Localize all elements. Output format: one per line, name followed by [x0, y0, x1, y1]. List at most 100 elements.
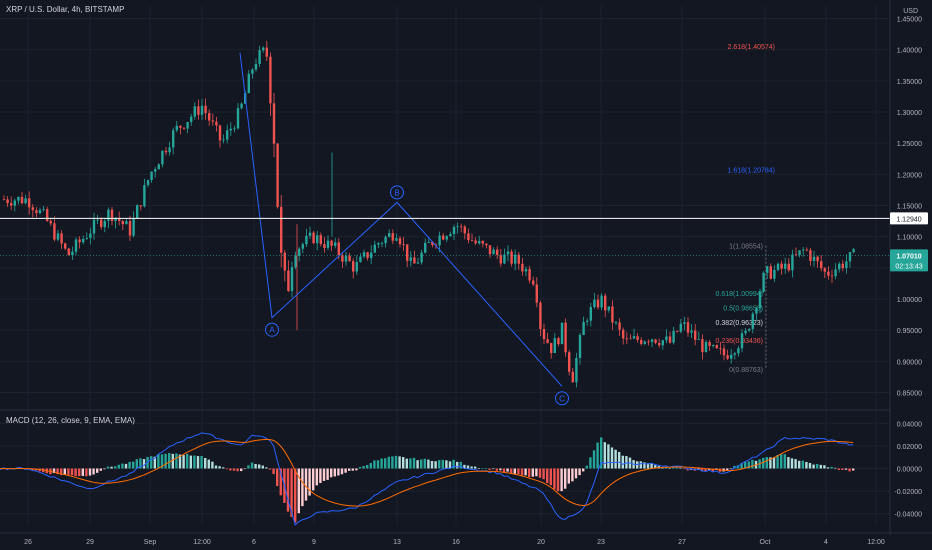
candle-body [773, 269, 776, 279]
candle-body [524, 269, 528, 272]
candle-body [200, 105, 204, 115]
candle-body [280, 206, 283, 253]
candle-body [686, 322, 690, 333]
macd-hist-bar [279, 468, 282, 496]
candle-body [769, 266, 772, 279]
candle-body [49, 220, 52, 224]
horizontal-lines[interactable] [0, 217, 890, 256]
macd-hist-bar [193, 455, 196, 469]
candle-body [128, 221, 132, 236]
current-price-label: 1.07010 [896, 253, 921, 260]
macd-hist-bar [412, 457, 416, 469]
macd-hist-bar [81, 468, 84, 476]
candle-body [794, 254, 798, 256]
macd-hist-bar [452, 459, 455, 469]
candle-body [460, 226, 463, 228]
candle-body [532, 280, 535, 285]
candle-body [161, 150, 164, 165]
macd-hist-bar [276, 468, 279, 487]
macd-hist-bar [247, 465, 250, 469]
candle-body [791, 254, 794, 271]
candle-body [827, 271, 830, 276]
grid [0, 6, 932, 525]
candle-body [208, 113, 211, 121]
candle-body [449, 234, 452, 237]
candle-body [157, 164, 160, 170]
candle-body [182, 127, 186, 129]
abc-wave[interactable]: A B C [239, 52, 569, 406]
candle-body [373, 244, 376, 253]
candle-body [456, 226, 459, 228]
candle-body [690, 330, 693, 333]
candle-body [168, 147, 171, 153]
candle-body [60, 233, 63, 244]
candle-body [481, 240, 484, 244]
candle-body [776, 263, 780, 270]
x-tick-label: 9 [312, 539, 316, 546]
macd-hist-bar [585, 465, 588, 469]
macd-hist-bar [52, 468, 56, 474]
macd-hist-bar [538, 468, 542, 478]
candle-body [694, 330, 697, 340]
candle-body [722, 348, 726, 356]
macd-hist-bar [146, 456, 149, 469]
candle-body [316, 235, 319, 244]
candle-body [568, 352, 571, 372]
candle-body [820, 261, 823, 269]
macd-hist-bar [333, 468, 336, 477]
candle-body [697, 339, 700, 340]
candle-body [546, 339, 549, 343]
fibonacci-extension[interactable]: 2.618(1.40574) 1.618(1.20784) 1(1.08554) 0.… [716, 44, 775, 374]
candle-body [784, 263, 787, 269]
macd-hist-bar [434, 461, 437, 469]
candle-body [175, 125, 178, 131]
macd-hist-bar [132, 461, 135, 469]
macd-hist-bar [394, 455, 398, 469]
macd-hist-bar [520, 468, 524, 476]
macd-hist-bar [160, 454, 164, 469]
candle-body [24, 198, 27, 204]
candle-body [762, 272, 765, 292]
chart-title: XRP / U.S. Dollar, 4h, BITSTAMP [6, 5, 125, 14]
macd-hist-bar [168, 453, 171, 469]
candle-body [647, 341, 650, 343]
macd-hist-bar [513, 468, 516, 474]
candle-body [391, 233, 394, 241]
x-tick-label: 13 [393, 539, 401, 546]
candle-body [802, 249, 805, 251]
macd-hist-bar [301, 468, 304, 507]
hline-tag [890, 212, 928, 225]
macd-hist-bar [182, 455, 185, 469]
macd-hist-bar [852, 468, 855, 471]
macd-hist-bar [171, 453, 174, 469]
macd-hist-bar [200, 455, 203, 469]
macd-hist-bar [499, 468, 502, 471]
macd-hist-bar [106, 466, 110, 469]
candle-body [283, 252, 286, 271]
macd-hist-bar [85, 468, 88, 477]
macd-hist-bar [492, 468, 495, 470]
candle-body [395, 238, 398, 241]
candle-body [528, 269, 531, 281]
macd-hist-bar [250, 462, 254, 469]
candle-body [431, 241, 434, 245]
macd-hist-bar [650, 463, 653, 469]
candle-body [737, 348, 740, 354]
macd-hist-bar [114, 466, 117, 469]
macd-hist-bar [150, 456, 153, 469]
macd-hist-bar [484, 468, 488, 469]
candle-body [514, 254, 517, 264]
candle-body [838, 263, 841, 270]
macd-hist-bar [445, 460, 448, 469]
x-tick-label: 29 [86, 539, 94, 546]
macd-hist-bar [744, 461, 747, 469]
macd-hist-bar [776, 454, 779, 469]
wave-marker-C [555, 391, 569, 406]
candle-body [467, 233, 470, 241]
candle-body [85, 238, 88, 239]
candle-body [179, 125, 182, 128]
macd-hist-bar [124, 463, 128, 469]
wave-marker-A [265, 322, 279, 337]
candle-body [38, 209, 42, 214]
